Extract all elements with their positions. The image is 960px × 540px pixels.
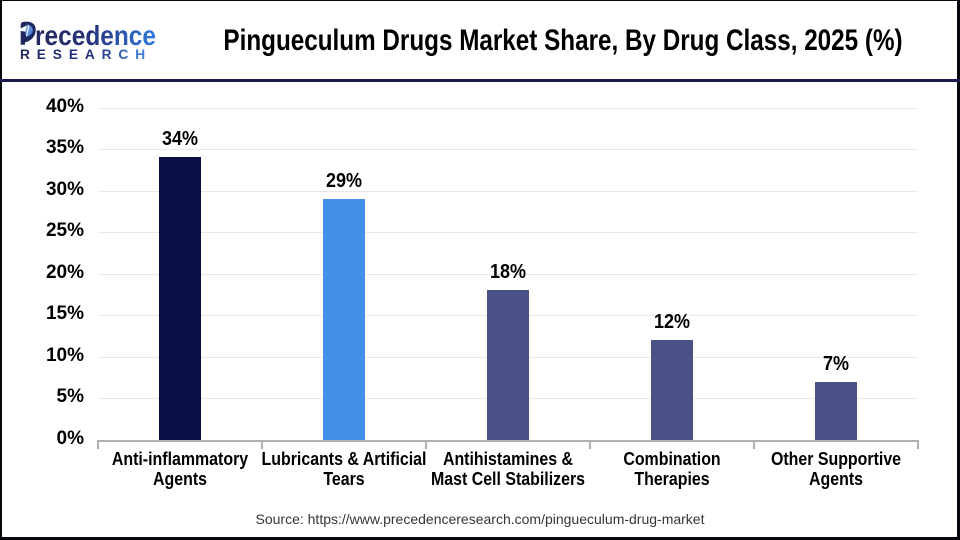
svg-text:recedence: recedence [35,20,156,51]
svg-text:RESEARCH: RESEARCH [20,46,152,62]
